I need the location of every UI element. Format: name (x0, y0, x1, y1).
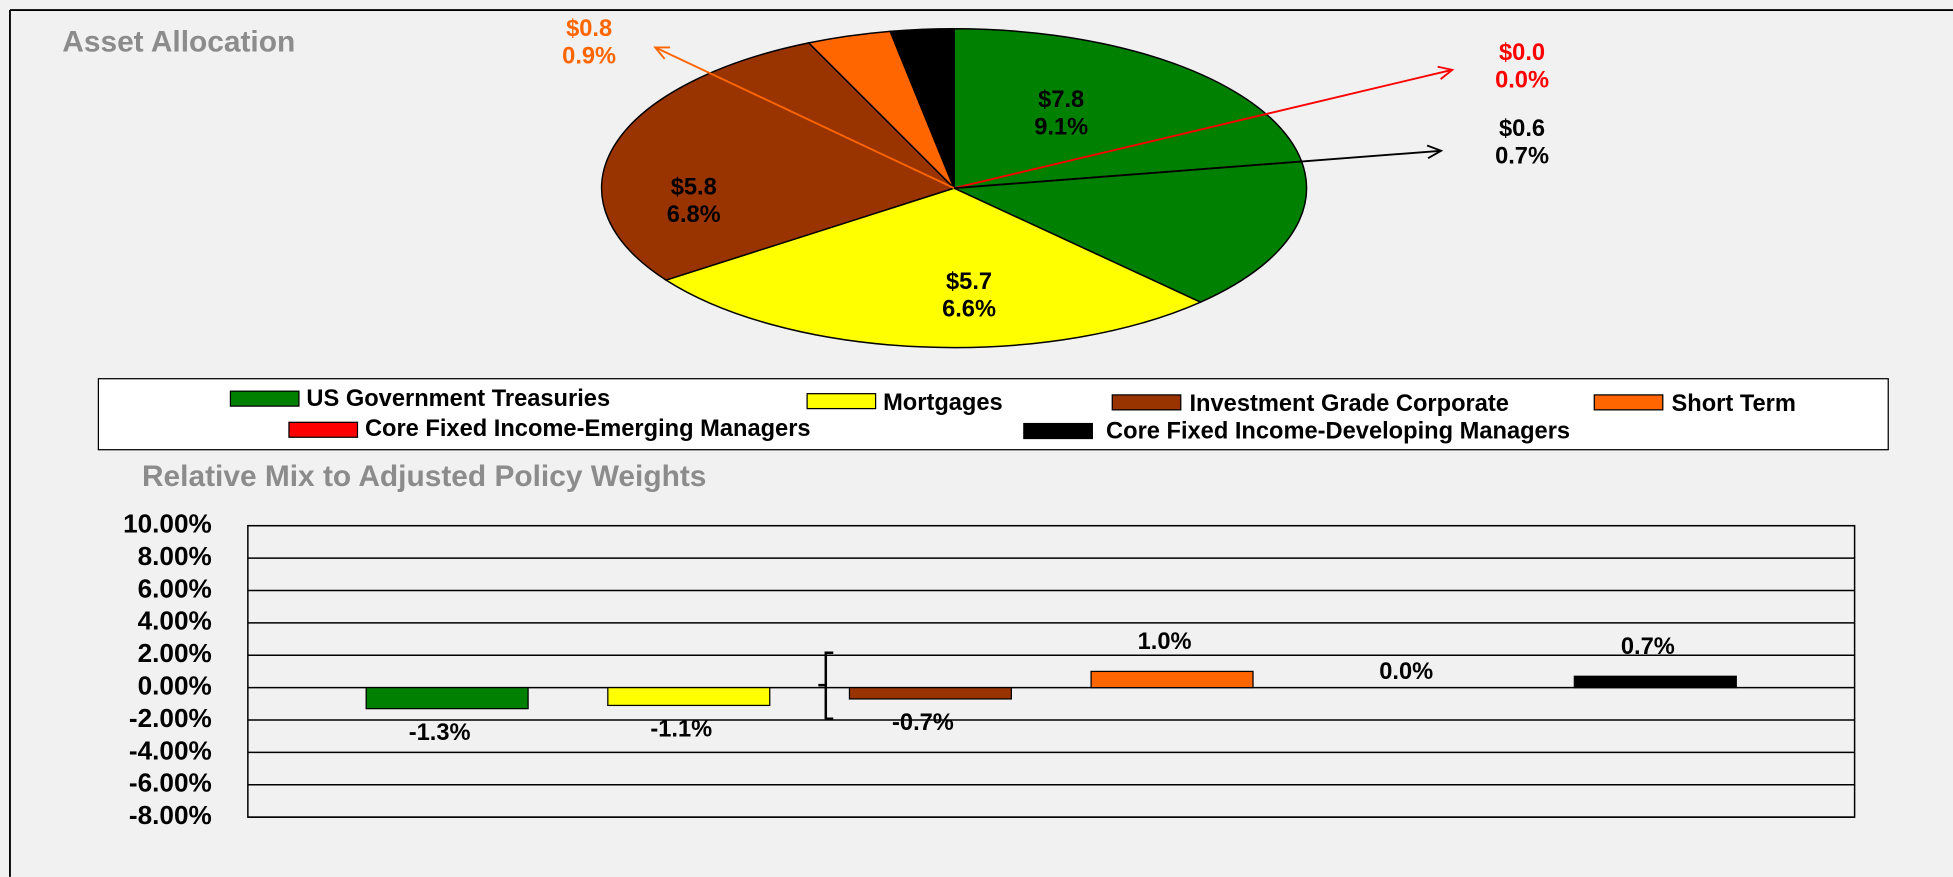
percent-label: 6.6% (942, 296, 996, 322)
legend-swatch (288, 421, 359, 438)
pie-slice (953, 27, 1308, 303)
y-tick-label: -2.00% (129, 703, 212, 733)
arrow-head (1437, 65, 1455, 80)
y-tick-label: -4.00% (129, 735, 212, 765)
pie-title: Asset Allocation (62, 26, 295, 59)
percent-label: 9.1% (1034, 115, 1088, 141)
value-label: $7.8 (1038, 87, 1084, 113)
pie-slice (664, 187, 1203, 349)
bracket (818, 651, 834, 720)
arrow-head (653, 46, 671, 60)
legend-swatch (229, 390, 300, 407)
y-tick-label: 2.00% (138, 638, 212, 668)
y-tick-label: 4.00% (138, 606, 212, 636)
percent-label: 0.0% (1495, 67, 1549, 93)
y-tick-label: -8.00% (129, 800, 212, 830)
data-label: 0.7% (1621, 634, 1675, 660)
legend-label: Core Fixed Income-Emerging Managers (365, 416, 811, 442)
percent-label: 0.7% (1495, 143, 1549, 169)
legend-label: Short Term (1672, 391, 1796, 417)
bar-title: Relative Mix to Adjusted Policy Weights (142, 460, 706, 493)
legend-swatch (1111, 394, 1182, 411)
arrow-head (1426, 144, 1444, 159)
percent-label: 0.9% (562, 44, 616, 70)
percent-label: 6.8% (667, 202, 721, 228)
bar (848, 686, 1012, 700)
y-tick-label: 10.00% (123, 509, 212, 539)
bar (365, 686, 529, 710)
data-label: 1.0% (1138, 629, 1192, 655)
legend-label: Core Fixed Income-Developing Managers (1106, 419, 1570, 445)
bar (607, 686, 771, 707)
y-tick-label: 6.00% (138, 573, 212, 603)
data-label: 0.0% (1379, 659, 1433, 685)
pie-slice (600, 42, 956, 281)
pie-slice (889, 27, 955, 189)
data-label: -0.7% (892, 710, 954, 736)
value-label: $0.0 (1499, 40, 1545, 66)
legend-label: US Government Treasuries (306, 386, 610, 412)
leader-line (654, 46, 955, 189)
value-label: $5.7 (946, 269, 992, 295)
value-label: $5.8 (671, 174, 717, 200)
legend-box (97, 378, 1889, 451)
legend-swatch (1593, 394, 1664, 411)
plot-area (247, 524, 1856, 818)
legend-swatch (1023, 422, 1093, 440)
bar (1573, 675, 1737, 689)
y-tick-label: -6.00% (129, 768, 212, 798)
legend-swatch (806, 393, 877, 410)
legend-label: Mortgages (883, 390, 1003, 416)
legend-label: Investment Grade Corporate (1189, 391, 1508, 417)
bar (1090, 670, 1254, 689)
value-label: $0.6 (1499, 116, 1545, 142)
leader-line (953, 68, 1453, 190)
data-label: -1.3% (409, 720, 471, 746)
data-label: -1.1% (650, 717, 712, 743)
value-label: $0.8 (566, 16, 612, 42)
y-tick-label: 8.00% (138, 541, 212, 571)
y-tick-label: 0.00% (138, 671, 212, 701)
leader-line (954, 149, 1442, 190)
